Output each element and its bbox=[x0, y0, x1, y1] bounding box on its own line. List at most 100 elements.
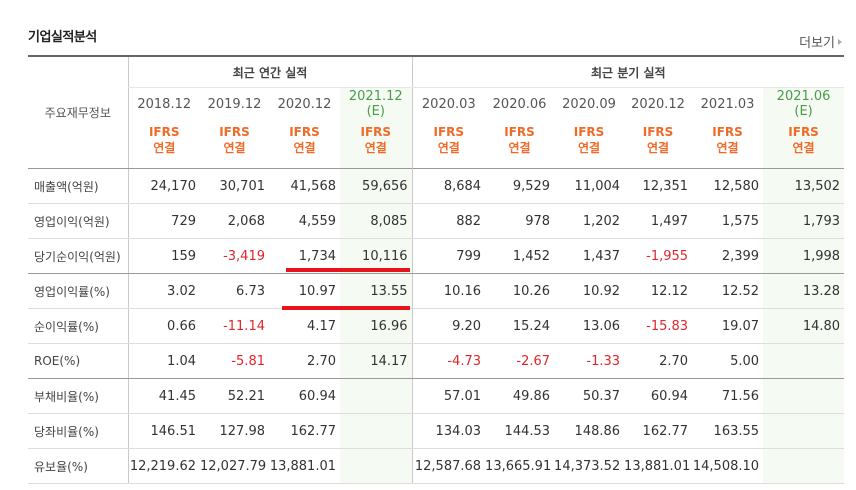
more-label[interactable]: 더보기 bbox=[799, 36, 835, 51]
table-row: 당좌비율(%) 146.51 127.98 162.77 134.03 144.53 148… bbox=[28, 413, 845, 449]
period-label: 2020.09 bbox=[562, 96, 616, 112]
accounting-standard: IFRS 연결 bbox=[692, 120, 763, 169]
chevron-right-icon bbox=[838, 38, 842, 45]
period-header: 2021.06 (E) bbox=[763, 87, 845, 120]
consolidated-label: 연결 bbox=[223, 141, 246, 155]
table-row: 순이익률(%) 0.66 -11.14 4.17 16.96 9.20 15.24 13.06… bbox=[28, 308, 845, 344]
row-label-header: 주요재무정보 bbox=[28, 56, 128, 169]
table-cell: 12,351 bbox=[624, 168, 693, 204]
table-row: ROE(%) 1.04 -5.81 2.70 14.17 -4.73 -2.67 -1.33 2… bbox=[28, 343, 845, 379]
ifrs-label: IFRS bbox=[788, 125, 819, 139]
row-label: 매출액(억원) bbox=[28, 168, 128, 204]
row-label: 영업이익(억원) bbox=[28, 203, 128, 239]
period-label: 2020.12 bbox=[631, 96, 685, 112]
table-cell: 13.55 bbox=[340, 273, 413, 309]
ifrs-label: IFRS bbox=[289, 125, 320, 139]
table-cell: 13.06 bbox=[554, 308, 625, 344]
table-cell: 14.80 bbox=[763, 308, 845, 344]
table-cell: 60.94 bbox=[624, 378, 693, 414]
table-cell: -3,419 bbox=[200, 238, 269, 274]
financial-table: 주요재무정보 최근 연간 실적 최근 분기 실적 2018.12 2019.12 2… bbox=[28, 55, 845, 484]
period-header: 2020.03 bbox=[411, 87, 486, 120]
table-cell: 1.04 bbox=[127, 343, 200, 379]
consolidated-label: 연결 bbox=[792, 141, 815, 155]
table-cell: 148.86 bbox=[554, 413, 625, 449]
table-cell bbox=[340, 448, 413, 484]
table-cell: 14,373.52 bbox=[554, 448, 625, 484]
period-header: 2018.12 bbox=[127, 87, 200, 120]
more-link[interactable]: 더보기 bbox=[799, 32, 842, 51]
table-cell: 3.02 bbox=[127, 273, 200, 309]
ifrs-label: IFRS bbox=[148, 125, 180, 139]
table-cell: 9.20 bbox=[411, 308, 486, 344]
estimate-marker: (E) bbox=[366, 104, 385, 119]
period-label: 2021.03 bbox=[700, 96, 755, 112]
table-cell: 13.28 bbox=[763, 273, 845, 309]
table-cell: 60.94 bbox=[269, 378, 340, 414]
table-cell: 1,575 bbox=[692, 203, 764, 239]
table-cell: 10.97 bbox=[269, 273, 340, 309]
period-label: 2020.06 bbox=[492, 96, 547, 112]
table-cell bbox=[340, 378, 413, 414]
consolidated-label: 연결 bbox=[578, 141, 601, 155]
table-cell: 57.01 bbox=[411, 378, 486, 414]
table-cell: 41.45 bbox=[127, 378, 200, 414]
row-label: 순이익률(%) bbox=[28, 308, 128, 344]
table-cell: 799 bbox=[411, 238, 486, 274]
table-cell: -1.33 bbox=[554, 343, 625, 379]
table-cell: 162.77 bbox=[624, 413, 693, 449]
table-cell: 12.52 bbox=[692, 273, 764, 309]
accounting-standard: IFRS 연결 bbox=[269, 120, 340, 169]
table-cell: 2,399 bbox=[692, 238, 764, 274]
row-label: 영업이익률(%) bbox=[28, 273, 128, 309]
table-row: 유보율(%) 12,219.62 12,027.79 13,881.01 12,587.… bbox=[28, 448, 845, 484]
table-cell: 6.73 bbox=[200, 273, 269, 309]
table-row: 부채비율(%) 41.45 52.21 60.94 57.01 49.86 50.37 60.… bbox=[28, 378, 845, 414]
ifrs-label: IFRS bbox=[219, 125, 250, 139]
table-cell: 10.92 bbox=[554, 273, 625, 309]
accounting-standard: IFRS 연결 bbox=[200, 120, 269, 169]
table-cell: 49.86 bbox=[485, 378, 555, 414]
table-cell bbox=[763, 448, 845, 484]
period-label: 2020.12 bbox=[277, 96, 332, 112]
table-cell: 50.37 bbox=[554, 378, 625, 414]
table-cell: 2.70 bbox=[624, 343, 693, 379]
table-cell: 15.24 bbox=[485, 308, 555, 344]
consolidated-label: 연결 bbox=[364, 141, 387, 155]
accounting-standard: IFRS 연결 bbox=[127, 120, 200, 169]
table-cell: -11.14 bbox=[200, 308, 269, 344]
accounting-standard: IFRS 연결 bbox=[411, 120, 486, 169]
table-row: 영업이익(억원) 729 2,068 4,559 8,085 882 978 1,202 1,4… bbox=[28, 203, 845, 239]
table-cell: 19.07 bbox=[692, 308, 764, 344]
highlight-underline bbox=[286, 268, 410, 272]
table-cell: 12.12 bbox=[624, 273, 693, 309]
quarter-group-header: 최근 분기 실적 bbox=[411, 56, 845, 88]
period-header: 2020.12 bbox=[624, 88, 692, 121]
table-cell: 10.16 bbox=[411, 273, 486, 309]
period-header: 2020.12 bbox=[269, 88, 340, 121]
table-cell: 9,529 bbox=[485, 168, 555, 204]
accounting-standard: IFRS 연결 bbox=[624, 120, 692, 169]
table-cell: 12,027.79 bbox=[200, 448, 269, 484]
table-row: 매출액(억원) 24,170 30,701 41,568 59,656 8,684 9,52… bbox=[28, 168, 845, 204]
ifrs-label: IFRS bbox=[433, 125, 465, 139]
table-cell: 12,587.68 bbox=[411, 448, 486, 484]
table-cell: 163.55 bbox=[692, 413, 764, 449]
table-cell: -2.67 bbox=[485, 343, 555, 379]
table-cell: 13,881.01 bbox=[269, 448, 340, 484]
table-cell: 882 bbox=[411, 203, 486, 239]
estimate-marker: (E) bbox=[794, 104, 813, 119]
table-cell: 13,665.91 bbox=[485, 448, 555, 484]
table-cell: 5.00 bbox=[692, 343, 764, 379]
accounting-standard: IFRS 연결 bbox=[554, 120, 624, 169]
table-cell: 1,452 bbox=[485, 238, 555, 274]
table-cell: -5.81 bbox=[200, 343, 269, 379]
period-header: 2020.06 bbox=[485, 88, 554, 121]
ifrs-label: IFRS bbox=[360, 125, 392, 139]
table-cell: 134.03 bbox=[411, 413, 486, 449]
period-header: 2021.03 bbox=[692, 88, 763, 121]
row-label: 당좌비율(%) bbox=[28, 413, 128, 449]
period-label: 2021.06 bbox=[776, 89, 831, 104]
row-label: 유보율(%) bbox=[28, 448, 128, 484]
accounting-standard: IFRS 연결 bbox=[763, 120, 845, 169]
